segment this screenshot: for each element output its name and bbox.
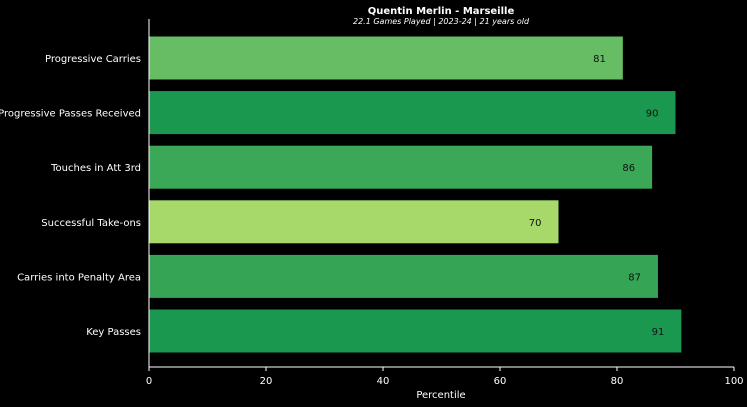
category-label: Carries into Penalty Area — [17, 272, 141, 283]
x-tick-label: 80 — [611, 376, 624, 387]
chart-subtitle: 22.1 Games Played | 2023-24 | 21 years o… — [353, 17, 530, 26]
category-labels-group: Progressive Carries Progressive Passes Re… — [0, 54, 141, 338]
category-label: Progressive Carries — [45, 54, 141, 65]
x-ticks-group: 0 20 40 60 80 100 — [146, 367, 744, 387]
bar-1 — [149, 36, 623, 80]
bar-6 — [149, 309, 682, 353]
x-tick-label: 60 — [494, 376, 507, 387]
bar-4 — [149, 200, 559, 244]
bar-value-label: 70 — [529, 218, 542, 229]
bars-group: 81 90 86 70 87 91 — [149, 36, 682, 353]
bar-value-label: 86 — [622, 163, 635, 174]
bar-value-label: 91 — [652, 327, 665, 338]
bar-value-label: 81 — [593, 54, 606, 65]
bar-5 — [149, 254, 658, 298]
x-tick-label: 0 — [146, 376, 152, 387]
category-label: Key Passes — [86, 327, 141, 338]
category-label: Successful Take-ons — [41, 218, 141, 229]
x-tick-label: 100 — [724, 376, 743, 387]
x-axis-label: Percentile — [416, 390, 465, 401]
x-tick-label: 20 — [260, 376, 273, 387]
bar-2 — [149, 91, 676, 135]
x-tick-label: 40 — [377, 376, 390, 387]
bar-3 — [149, 145, 653, 189]
category-label: Touches in Att 3rd — [50, 163, 141, 174]
chart-title: Quentin Merlin - Marseille — [368, 6, 515, 17]
category-label: Progressive Passes Received — [0, 109, 141, 120]
bar-value-label: 87 — [628, 272, 641, 283]
bar-value-label: 90 — [646, 109, 659, 120]
